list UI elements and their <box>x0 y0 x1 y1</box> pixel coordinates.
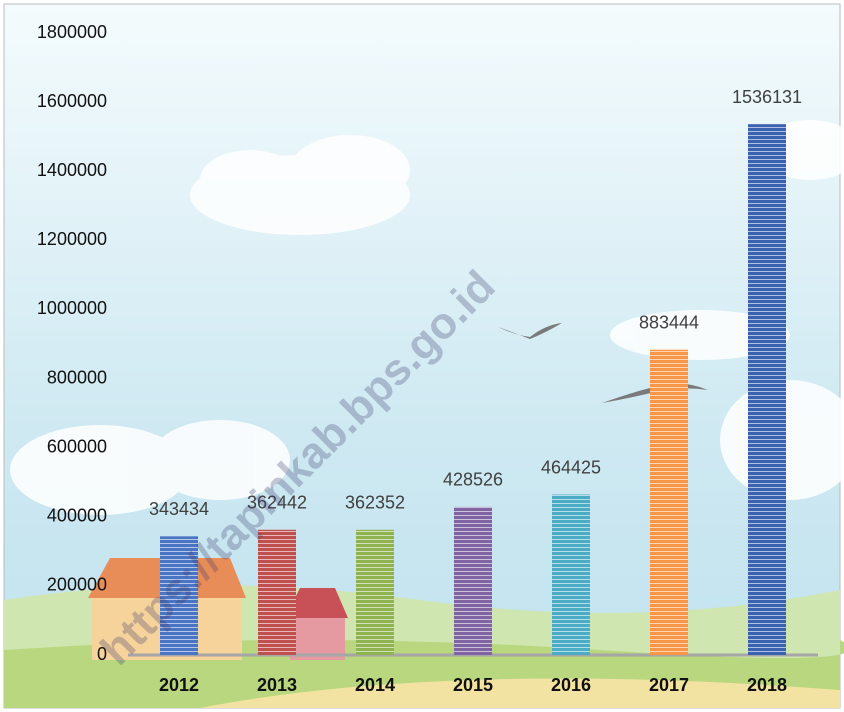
value-label: 343434 <box>149 499 209 519</box>
value-label: 1536131 <box>732 87 802 107</box>
x-tick-label: 2013 <box>257 675 297 695</box>
value-label: 883444 <box>639 312 699 332</box>
x-tick-label: 2015 <box>453 675 493 695</box>
y-tick-label: 400000 <box>47 506 107 526</box>
bar <box>748 124 786 655</box>
y-tick-label: 200000 <box>47 575 107 595</box>
y-tick-label: 0 <box>97 644 107 664</box>
bar <box>650 349 688 655</box>
y-tick-label: 1600000 <box>37 91 107 111</box>
x-tick-label: 2016 <box>551 675 591 695</box>
x-tick-label: 2014 <box>355 675 395 695</box>
y-tick-label: 600000 <box>47 436 107 456</box>
y-tick-label: 1400000 <box>37 160 107 180</box>
bar <box>552 494 590 655</box>
y-tick-label: 1800000 <box>37 22 107 42</box>
value-label: 362352 <box>345 493 405 513</box>
value-label: 362442 <box>247 493 307 513</box>
bar <box>356 529 394 655</box>
x-tick-label: 2018 <box>747 675 787 695</box>
y-tick-label: 800000 <box>47 367 107 387</box>
x-tick-label: 2017 <box>649 675 689 695</box>
bar <box>454 506 492 655</box>
bar <box>258 529 296 655</box>
y-tick-label: 1200000 <box>37 229 107 249</box>
value-label: 464425 <box>541 457 601 477</box>
x-tick-label: 2012 <box>159 675 199 695</box>
value-label: 428526 <box>443 470 503 490</box>
bar <box>160 536 198 655</box>
y-tick-label: 1000000 <box>37 298 107 318</box>
